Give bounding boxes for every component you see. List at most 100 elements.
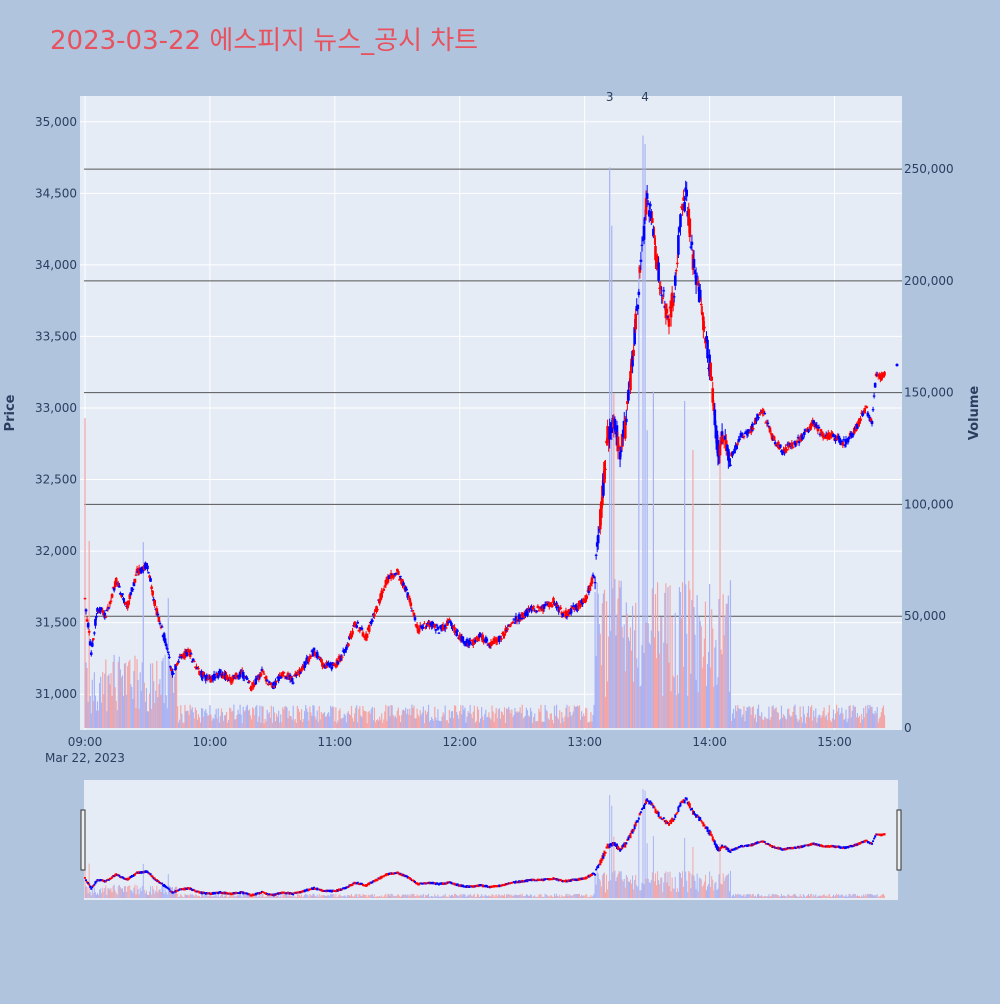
volume-bar — [297, 708, 300, 728]
range-candle — [494, 884, 497, 888]
range-volume-bar — [355, 894, 357, 898]
range-volume-bar — [142, 863, 144, 898]
range-volume-bar — [112, 885, 114, 898]
range-volume-bar — [155, 891, 157, 898]
candle-body — [866, 412, 870, 417]
candle-body — [858, 418, 861, 424]
range-candle — [209, 892, 212, 896]
range-volume-bar — [573, 893, 575, 898]
range-candle — [469, 885, 472, 888]
candle-body — [355, 625, 359, 628]
volume-bar — [500, 711, 503, 728]
range-volume-bar — [391, 893, 393, 898]
range-candle — [567, 879, 570, 883]
range-slider[interactable] — [84, 780, 898, 900]
range-candle — [170, 891, 173, 893]
volume-bar — [798, 719, 800, 728]
candle-body — [735, 444, 738, 449]
range-candle — [814, 843, 817, 846]
candle-body — [158, 622, 162, 625]
candle-body — [92, 638, 95, 640]
candle-body — [785, 448, 788, 451]
range-volume-bar — [605, 892, 607, 898]
range-candle — [600, 858, 603, 864]
range-volume-bar — [684, 837, 686, 898]
range-volume-bar — [600, 886, 602, 898]
candle-body — [609, 422, 613, 429]
range-volume-bar — [407, 894, 409, 898]
range-candle — [656, 810, 659, 814]
range-volume-bar — [672, 888, 674, 898]
range-volume-bar — [352, 896, 354, 898]
candle-body — [693, 270, 697, 274]
range-candle — [446, 881, 449, 885]
range-volume-bar — [598, 878, 600, 898]
volume-bar — [434, 706, 436, 728]
volume-bar — [93, 672, 95, 728]
range-slider-left-handle[interactable] — [80, 809, 86, 871]
candle-body — [646, 203, 650, 205]
range-candle — [660, 818, 663, 820]
range-volume-bar — [802, 894, 804, 898]
volume-bar — [783, 715, 786, 728]
volume-bar — [305, 705, 307, 728]
range-volume-bar — [596, 871, 598, 898]
range-candle — [765, 842, 768, 845]
range-volume-bar — [810, 894, 812, 898]
range-volume-bar — [769, 896, 771, 898]
range-candle — [755, 841, 758, 845]
range-volume-bar — [532, 897, 534, 898]
range-candle — [634, 821, 637, 827]
candle-body — [859, 418, 862, 421]
volume-bar — [122, 696, 125, 728]
range-volume-bar — [369, 895, 371, 898]
volume-bar — [438, 720, 440, 728]
range-candle — [168, 888, 171, 891]
candle-body — [842, 439, 846, 441]
range-volume-bar — [550, 895, 552, 898]
range-slider-right-handle[interactable] — [896, 809, 902, 871]
price-plot-area[interactable] — [80, 96, 902, 730]
volume-bar — [735, 705, 737, 728]
range-volume-bar — [493, 896, 495, 898]
volume-bar — [293, 720, 295, 728]
volume-bar — [224, 715, 227, 728]
volume-bar — [621, 626, 623, 728]
range-volume-bar — [232, 894, 234, 898]
volume-bar — [809, 707, 812, 728]
candle-body — [728, 457, 731, 463]
candle-body — [408, 597, 412, 603]
volume-bar — [225, 712, 228, 728]
range-volume-bar — [757, 894, 759, 898]
volume-tick-label: 250,000 — [904, 162, 954, 176]
range-candle — [214, 892, 217, 895]
volume-bar — [830, 722, 833, 728]
volume-bar — [756, 708, 759, 728]
volume-bar — [572, 711, 574, 728]
volume-bar — [802, 706, 804, 728]
range-candle — [796, 846, 799, 849]
range-volume-bar — [124, 886, 126, 898]
volume-bar — [590, 712, 592, 728]
range-volume-bar — [349, 895, 351, 898]
volume-bar — [585, 707, 587, 728]
volume-bar — [625, 602, 627, 728]
range-candle — [614, 844, 617, 847]
candle-body — [277, 675, 280, 682]
range-volume-bar — [435, 896, 437, 898]
volume-bar — [395, 717, 397, 728]
range-candle — [881, 833, 884, 836]
volume-bar — [485, 709, 487, 728]
volume-bar — [342, 717, 344, 728]
range-candle — [97, 879, 100, 882]
range-volume-bar — [329, 895, 331, 898]
range-candle — [88, 883, 91, 886]
range-candle — [188, 887, 191, 890]
volume-bar — [510, 713, 512, 728]
range-candle — [404, 874, 407, 878]
volume-bar — [498, 708, 500, 728]
range-candle — [777, 846, 780, 850]
candle-body — [710, 376, 713, 381]
volume-bar — [163, 703, 165, 728]
range-volume-bar — [736, 894, 738, 898]
